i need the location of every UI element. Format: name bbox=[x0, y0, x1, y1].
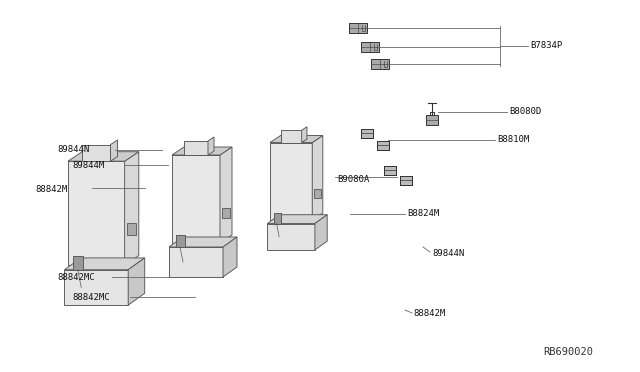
Text: 89844M: 89844M bbox=[72, 161, 104, 170]
Polygon shape bbox=[169, 237, 237, 247]
Text: 88842M: 88842M bbox=[35, 186, 67, 195]
Polygon shape bbox=[111, 140, 118, 161]
Text: B7834P: B7834P bbox=[530, 42, 563, 51]
Polygon shape bbox=[361, 42, 379, 52]
Polygon shape bbox=[280, 130, 301, 142]
Text: 88842MC: 88842MC bbox=[72, 294, 109, 302]
Text: B8824M: B8824M bbox=[407, 209, 439, 218]
Polygon shape bbox=[128, 258, 145, 305]
Text: 89844N: 89844N bbox=[432, 248, 464, 257]
Text: RB690020: RB690020 bbox=[543, 347, 593, 357]
Text: B8810M: B8810M bbox=[497, 135, 529, 144]
Text: B9080A: B9080A bbox=[337, 174, 369, 183]
Polygon shape bbox=[270, 142, 312, 220]
Polygon shape bbox=[208, 137, 214, 155]
Polygon shape bbox=[184, 141, 208, 155]
Polygon shape bbox=[125, 152, 139, 265]
Polygon shape bbox=[268, 224, 315, 250]
Bar bbox=[400, 176, 412, 185]
Polygon shape bbox=[270, 135, 323, 142]
Text: 88842M: 88842M bbox=[413, 310, 445, 318]
Polygon shape bbox=[349, 23, 367, 33]
Polygon shape bbox=[315, 215, 327, 250]
Text: B8080D: B8080D bbox=[509, 108, 541, 116]
Bar bbox=[377, 141, 389, 150]
Polygon shape bbox=[222, 208, 230, 218]
Polygon shape bbox=[172, 147, 232, 155]
Polygon shape bbox=[65, 270, 128, 305]
Polygon shape bbox=[65, 258, 145, 270]
Polygon shape bbox=[314, 189, 321, 198]
Polygon shape bbox=[73, 256, 83, 270]
Polygon shape bbox=[127, 224, 136, 235]
Polygon shape bbox=[301, 127, 307, 142]
Polygon shape bbox=[426, 115, 438, 125]
Polygon shape bbox=[273, 213, 282, 224]
Polygon shape bbox=[312, 135, 323, 220]
Polygon shape bbox=[169, 247, 223, 277]
Polygon shape bbox=[82, 145, 111, 161]
Polygon shape bbox=[371, 59, 389, 70]
Polygon shape bbox=[68, 161, 125, 265]
Polygon shape bbox=[220, 147, 232, 243]
Bar bbox=[361, 129, 373, 138]
Text: 88842MC: 88842MC bbox=[57, 273, 95, 282]
Bar bbox=[384, 166, 396, 175]
Polygon shape bbox=[172, 155, 220, 243]
Text: 89844N: 89844N bbox=[57, 145, 89, 154]
Polygon shape bbox=[68, 152, 139, 161]
Polygon shape bbox=[223, 237, 237, 277]
Polygon shape bbox=[268, 215, 327, 224]
Polygon shape bbox=[176, 235, 185, 247]
